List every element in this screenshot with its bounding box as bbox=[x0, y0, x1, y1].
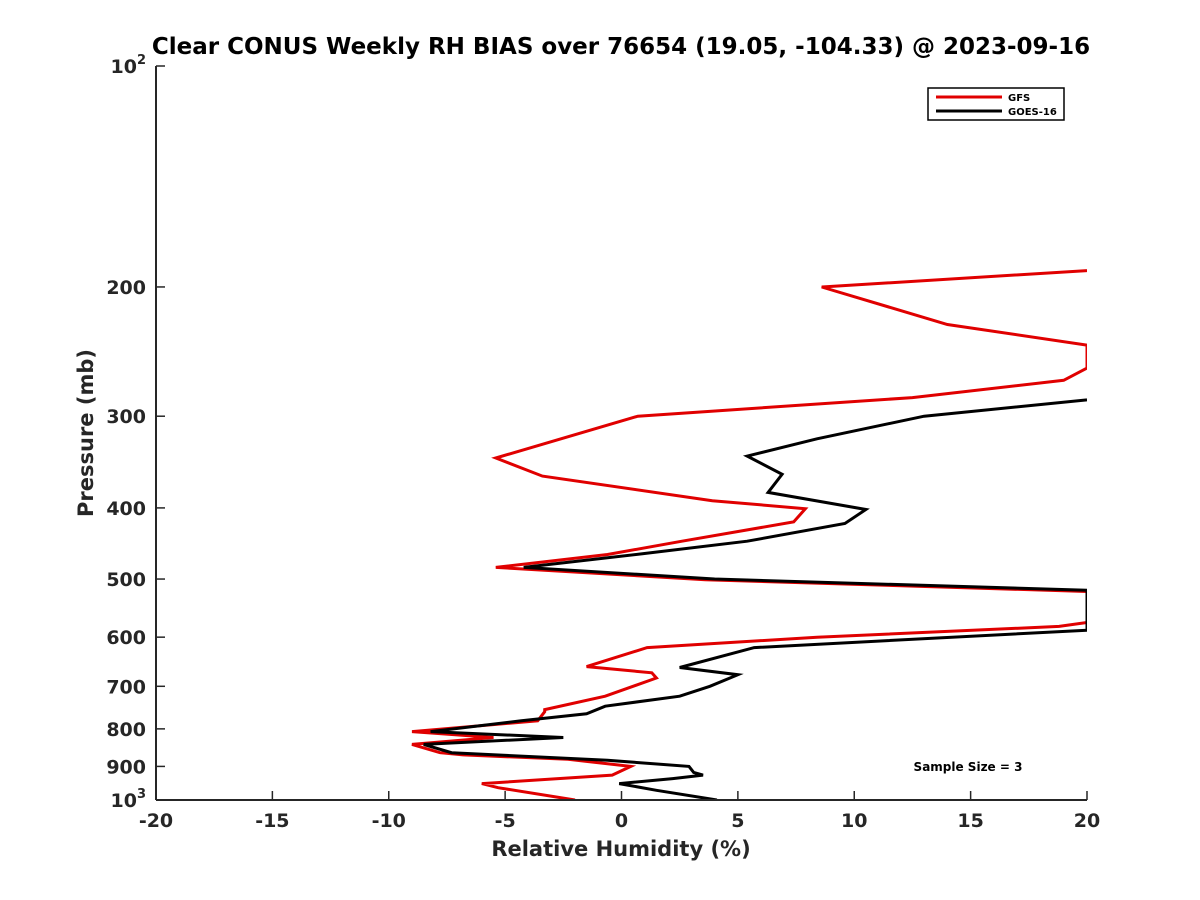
x-tick-label: 0 bbox=[615, 810, 628, 832]
sample-size-annotation: Sample Size = 3 bbox=[914, 760, 1023, 774]
x-tick-label: 15 bbox=[957, 810, 983, 832]
axes: -20 -15 -10 -5 0 5 10 15 20 102 200 300 400 500 600 70… bbox=[106, 53, 1100, 832]
y-tick-label: 700 bbox=[106, 676, 146, 698]
x-tick-label: 10 bbox=[841, 810, 867, 832]
legend: GFS GOES-16 bbox=[927, 87, 1065, 121]
legend-label-goes16: GOES-16 bbox=[1008, 107, 1057, 118]
y-tick-label: 600 bbox=[106, 627, 146, 649]
y-tick-label: 103 bbox=[111, 787, 147, 812]
x-tick-label: 5 bbox=[731, 810, 744, 832]
y-tick-label: 400 bbox=[106, 498, 146, 520]
y-tick-label: 102 bbox=[111, 53, 147, 78]
x-tick-label: 20 bbox=[1074, 810, 1100, 832]
y-tick-label: 200 bbox=[106, 277, 146, 299]
x-tick-label: -20 bbox=[139, 810, 173, 832]
x-tick-label: -15 bbox=[255, 810, 289, 832]
x-tick-label: -10 bbox=[372, 810, 406, 832]
x-ticks: -20 -15 -10 -5 0 5 10 15 20 bbox=[139, 791, 1100, 832]
y-tick-label: 300 bbox=[106, 406, 146, 428]
plot-area bbox=[411, 269, 1087, 800]
legend-label-gfs: GFS bbox=[1008, 93, 1030, 104]
y-tick-label: 500 bbox=[106, 569, 146, 591]
y-tick-label: 900 bbox=[106, 756, 146, 778]
y-ticks: 102 200 300 400 500 600 700 800 900 103 bbox=[106, 53, 165, 812]
legend-box bbox=[927, 87, 1065, 121]
y-axis-label: Pressure (mb) bbox=[74, 349, 98, 517]
chart-title: Clear CONUS Weekly RH BIAS over 76654 (1… bbox=[152, 34, 1090, 60]
series-line-goes-16 bbox=[423, 398, 1087, 800]
y-tick-label: 800 bbox=[106, 719, 146, 741]
x-axis-label: Relative Humidity (%) bbox=[491, 837, 750, 861]
series-layer bbox=[411, 269, 1087, 800]
x-tick-label: -5 bbox=[495, 810, 516, 832]
